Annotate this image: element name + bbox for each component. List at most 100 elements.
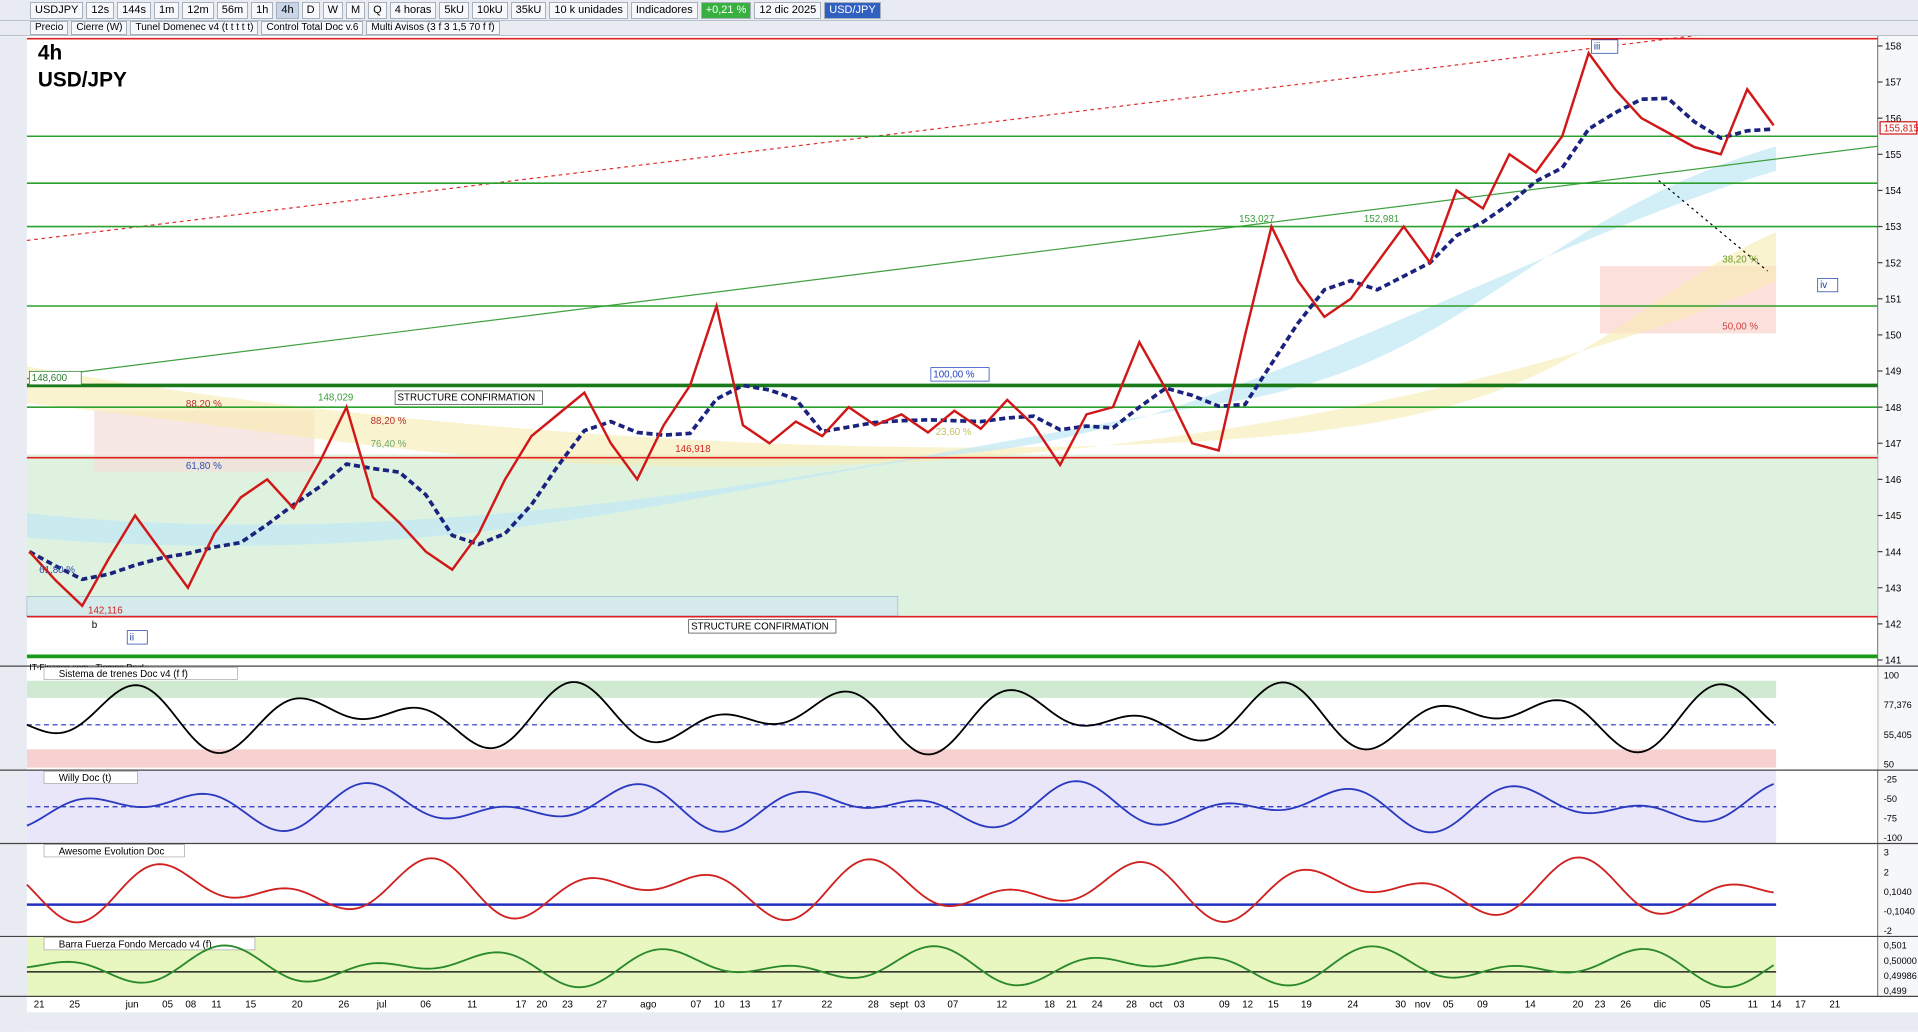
y-tick-label: 156 [1885,114,1901,125]
annotation-box [28,370,82,386]
x-tick-label: 12 [1242,999,1253,1010]
toolbar-button[interactable]: 10 k unidades [549,1,628,19]
panel-title-box [43,844,185,858]
toolbar-button[interactable]: 5kU [439,1,469,19]
y-tick-label: 147 [1885,439,1901,450]
x-tick-label: 20 [536,999,547,1010]
toolbar-button[interactable]: Q [368,1,387,19]
y-tick-label: 144 [1885,547,1902,558]
toolbar-button[interactable]: 12m [182,1,214,19]
annotation-box [1817,277,1839,293]
panel-tick-label: 50 [1884,760,1894,770]
x-tick-label: 22 [821,999,832,1010]
panel-title-box [43,667,238,680]
toolbar-button[interactable]: 1m [154,1,180,19]
legend-item[interactable]: Tunel Domenec v4 (t t t t t) [130,21,259,35]
x-tick-label: ago [640,999,657,1010]
toolbar-button[interactable]: 144s [117,1,152,19]
indicator-line [26,944,1775,989]
toolbar-button[interactable]: 12s [86,1,115,19]
y-tick-label: 150 [1885,331,1902,342]
annotation-box [126,630,148,645]
toolbar-button[interactable]: USD/JPY [824,1,881,19]
x-tick-label: 17 [771,999,782,1010]
chart-area: 1411421431441451461471481491501511521531… [0,36,1918,1032]
x-tick-label: 05 [1700,999,1711,1010]
toolbar-button[interactable]: 35kU [510,1,547,19]
indicator-legend: Precio Cierre (W) Tunel Domenec v4 (t t t … [0,21,1918,36]
annotation: 88,20 % [371,416,407,427]
panel-tick-label: 0,1040 [1884,887,1912,897]
legend-item[interactable]: Control Total Doc v.6 [261,21,364,35]
x-tick-label: 23 [562,999,573,1010]
legend-item[interactable]: Precio [30,21,69,35]
panel-title: Willy Doc (t) [59,773,112,784]
symbol: USD/JPY [38,68,127,91]
x-tick-label: 28 [868,999,879,1010]
x-tick-label: 05 [162,999,173,1010]
toolbar-button[interactable]: Indicadores [630,1,698,19]
y-tick-label: 149 [1885,367,1901,378]
x-tick-label: 07 [691,999,702,1010]
toolbar-button[interactable]: 10kU [471,1,508,19]
x-tick-label: 18 [1044,999,1055,1010]
annotation: ii [130,632,134,643]
legend-item[interactable]: Multi Avisos (3 f 3 1,5 70 f f) [366,21,500,35]
y-tick-label: 142 [1885,620,1901,631]
panel-tick-label: 77,376 [1884,700,1912,710]
panel-tick-label: 2 [1884,867,1889,877]
x-tick-label: 30 [1395,999,1406,1010]
legend-item[interactable]: Cierre (W) [71,21,128,35]
x-tick-label: 28 [1126,999,1137,1010]
x-tick-label: 15 [1268,999,1279,1010]
x-tick-label: 11 [467,999,477,1010]
toolbar-button[interactable]: 4h [276,1,299,19]
toolbar-button[interactable]: M [345,1,366,19]
y-tick-label: 148 [1885,403,1901,414]
toolbar-button[interactable]: USDJPY [30,1,84,19]
moving-average [28,96,1774,582]
toolbar-button[interactable]: 56m [216,1,249,19]
toolbar-button[interactable]: 4 horas [389,1,437,19]
panel-tick-label: -0,1040 [1884,906,1915,916]
x-tick-label: 25 [69,999,80,1010]
indicator-line [26,681,1775,756]
y-tick-label: 141 [1885,656,1901,667]
x-tick-label: 26 [1620,999,1631,1010]
annotation: 100,00 % [933,369,975,380]
toolbar-button[interactable]: 12 dic 2025 [754,1,822,19]
annotation-box [930,367,990,382]
x-tick-label: 15 [245,999,256,1010]
x-tick-label: 11 [211,999,221,1010]
x-tick-label: 24 [1347,999,1358,1010]
y-tick-label: 143 [1885,583,1901,594]
annotation: STRUCTURE CONFIRMATION [691,621,829,632]
toolbar-button[interactable]: W [322,1,343,19]
annotation: 50,00 % [1722,322,1758,333]
y-tick-label: 151 [1885,294,1901,305]
x-tick-label: 14 [1525,999,1536,1010]
x-tick-label: 11 [1748,999,1758,1010]
current-price-box [1879,121,1918,135]
x-tick-label: 12 [996,999,1007,1010]
panel-tick-label: -75 [1884,813,1897,823]
panel-tick-label: 0,49986 [1884,971,1917,981]
panel-tick-label: 55,405 [1884,730,1912,740]
panel-title: Awesome Evolution Doc [59,846,165,857]
toolbar-button[interactable]: +0,21 % [700,1,752,19]
toolbar-button[interactable]: D [301,1,320,19]
panel-tick-label: 0,50000 [1884,956,1917,966]
x-tick-label: 03 [914,999,925,1010]
annotation: 61,80 % [186,461,222,472]
panel-tick-label: 100 [1884,670,1899,680]
x-tick-label: 20 [1573,999,1584,1010]
x-tick-label: 27 [596,999,607,1010]
x-tick-label: nov [1415,999,1431,1010]
current-price: 155,815 [1884,124,1918,135]
toolbar-button[interactable]: 1h [251,1,274,19]
x-tick-label: 23 [1595,999,1606,1010]
x-tick-label: 21 [1829,999,1840,1010]
x-tick-label: 13 [740,999,751,1010]
annotation: STRUCTURE CONFIRMATION [398,393,536,404]
annotation: iii [1594,42,1601,53]
